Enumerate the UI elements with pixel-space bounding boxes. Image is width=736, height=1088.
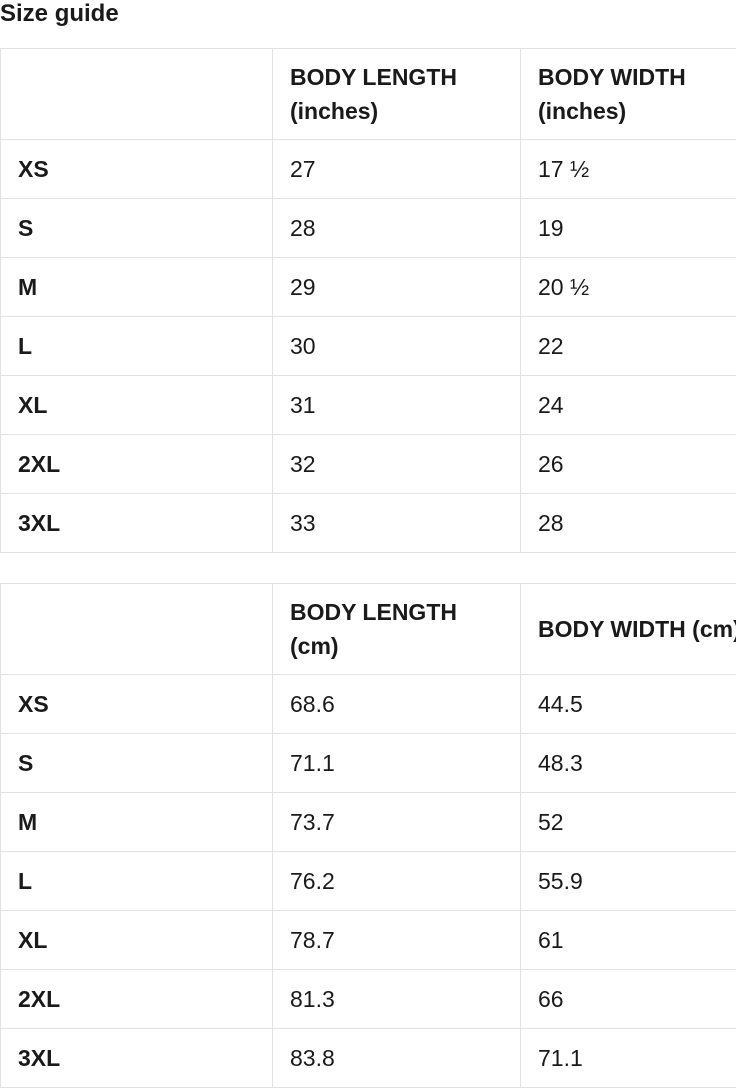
body-width-cell: 52 <box>521 793 736 852</box>
body-length-cell: 71.1 <box>273 734 521 793</box>
body-length-cell: 30 <box>273 317 521 376</box>
body-width-inches-header: BODY WIDTH (inches) <box>521 49 736 140</box>
page-title: Size guide <box>0 1 736 27</box>
size-label-cell: 3XL <box>1 494 273 553</box>
body-width-cm-header: BODY WIDTH (cm) <box>521 584 736 675</box>
body-width-cell: 17 ½ <box>521 140 736 199</box>
size-label-cell: 2XL <box>1 970 273 1029</box>
size-label-cell: M <box>1 258 273 317</box>
body-length-cell: 33 <box>273 494 521 553</box>
body-length-cell: 31 <box>273 376 521 435</box>
body-length-cell: 78.7 <box>273 911 521 970</box>
size-row-2xl: 2XL 32 26 <box>1 435 736 494</box>
body-length-cell: 83.8 <box>273 1029 521 1088</box>
body-length-cell: 76.2 <box>273 852 521 911</box>
size-table-cm: BODY LENGTH (cm) BODY WIDTH (cm) XS 68.6… <box>0 583 736 1088</box>
size-label-cell: XL <box>1 911 273 970</box>
header-row: BODY LENGTH (cm) BODY WIDTH (cm) <box>1 584 736 675</box>
size-label-cell: S <box>1 734 273 793</box>
body-width-cell: 24 <box>521 376 736 435</box>
body-length-cell: 32 <box>273 435 521 494</box>
size-label-cell: 3XL <box>1 1029 273 1088</box>
size-label-cell: XS <box>1 675 273 734</box>
body-length-cell: 81.3 <box>273 970 521 1029</box>
size-label-cell: 2XL <box>1 435 273 494</box>
corner-cell <box>1 49 273 140</box>
size-row-s: S 71.1 48.3 <box>1 734 736 793</box>
size-row-m: M 29 20 ½ <box>1 258 736 317</box>
corner-cell <box>1 584 273 675</box>
body-width-cell: 66 <box>521 970 736 1029</box>
size-label-cell: M <box>1 793 273 852</box>
body-width-cell: 44.5 <box>521 675 736 734</box>
size-row-l: L 30 22 <box>1 317 736 376</box>
body-width-cell: 55.9 <box>521 852 736 911</box>
size-table-inches: BODY LENGTH (inches) BODY WIDTH (inches)… <box>0 48 736 553</box>
size-row-xl: XL 78.7 61 <box>1 911 736 970</box>
size-row-3xl: 3XL 83.8 71.1 <box>1 1029 736 1088</box>
body-width-cell: 19 <box>521 199 736 258</box>
body-length-cell: 68.6 <box>273 675 521 734</box>
size-label-cell: L <box>1 852 273 911</box>
body-width-cell: 26 <box>521 435 736 494</box>
size-label-cell: XL <box>1 376 273 435</box>
body-width-cell: 71.1 <box>521 1029 736 1088</box>
body-length-cm-header: BODY LENGTH (cm) <box>273 584 521 675</box>
size-row-3xl: 3XL 33 28 <box>1 494 736 553</box>
size-row-xs: XS 27 17 ½ <box>1 140 736 199</box>
size-label-cell: XS <box>1 140 273 199</box>
body-width-cell: 61 <box>521 911 736 970</box>
size-row-s: S 28 19 <box>1 199 736 258</box>
body-width-cell: 22 <box>521 317 736 376</box>
size-row-l: L 76.2 55.9 <box>1 852 736 911</box>
body-length-cell: 27 <box>273 140 521 199</box>
body-length-inches-header: BODY LENGTH (inches) <box>273 49 521 140</box>
body-length-cell: 73.7 <box>273 793 521 852</box>
body-width-cell: 28 <box>521 494 736 553</box>
size-row-xs: XS 68.6 44.5 <box>1 675 736 734</box>
body-width-cell: 48.3 <box>521 734 736 793</box>
body-length-cell: 29 <box>273 258 521 317</box>
body-length-cell: 28 <box>273 199 521 258</box>
size-label-cell: L <box>1 317 273 376</box>
size-row-m: M 73.7 52 <box>1 793 736 852</box>
size-row-2xl: 2XL 81.3 66 <box>1 970 736 1029</box>
size-row-xl: XL 31 24 <box>1 376 736 435</box>
size-label-cell: S <box>1 199 273 258</box>
header-row: BODY LENGTH (inches) BODY WIDTH (inches) <box>1 49 736 140</box>
body-width-cell: 20 ½ <box>521 258 736 317</box>
